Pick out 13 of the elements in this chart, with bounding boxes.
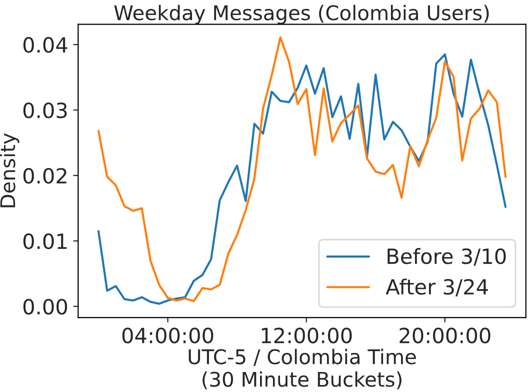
chart-title: Weekday Messages (Colombia Users) <box>114 4 489 24</box>
y-tick-label: 0.04 <box>23 37 68 53</box>
x-tick-label: 04:00:00 <box>122 328 214 344</box>
y-tick-label: 0.02 <box>23 168 66 184</box>
legend-label: After 3/24 <box>386 278 488 296</box>
x-axis-title: UTC-5 / Colombia Time (30 Minute Buckets) <box>188 348 416 390</box>
legend-label: Before 3/10 <box>388 248 506 266</box>
x-tick-label: 20:00:00 <box>400 328 490 344</box>
y-tick-label: 0.01 <box>23 233 66 250</box>
x-tick-label: 12:00:00 <box>262 328 352 344</box>
y-axis-title: Density <box>0 133 20 208</box>
y-tick-label: 0.03 <box>23 102 67 118</box>
y-tick-label: 0.00 <box>23 298 68 315</box>
